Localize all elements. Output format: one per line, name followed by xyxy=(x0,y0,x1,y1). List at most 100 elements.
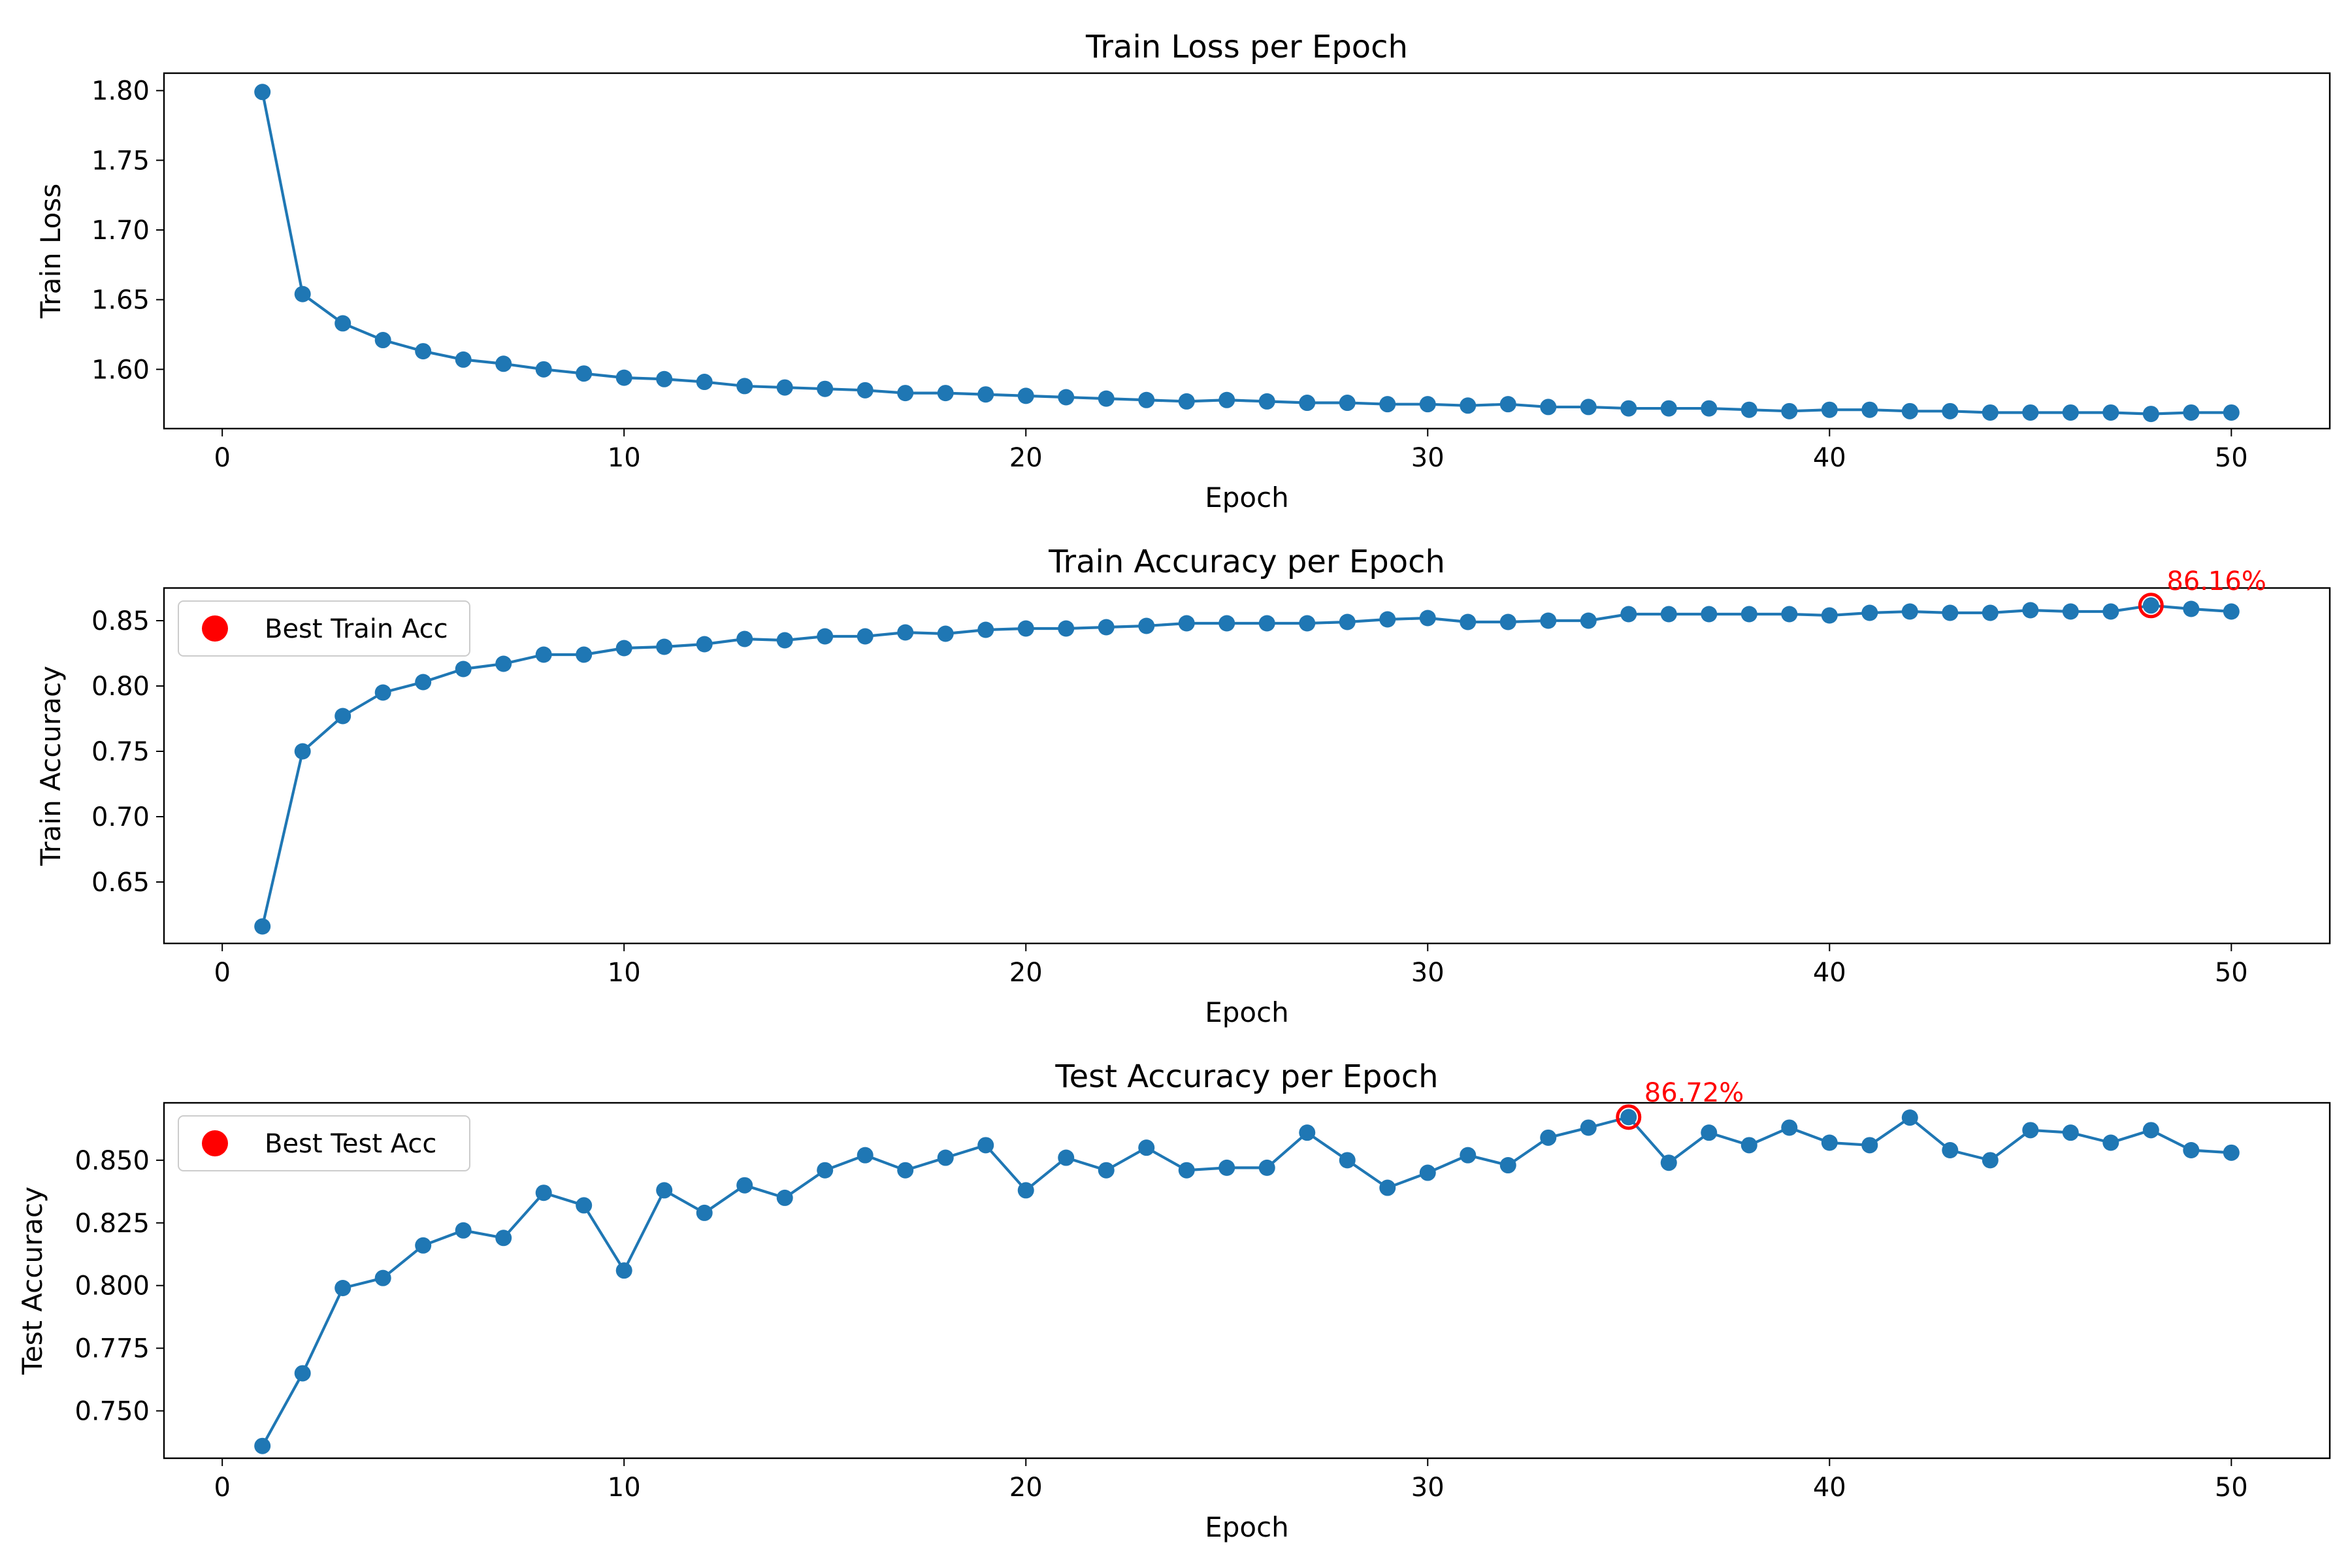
best-point-marker xyxy=(2138,593,2164,619)
data-point xyxy=(1058,1149,1075,1166)
data-point xyxy=(776,1189,793,1206)
data-point xyxy=(1258,1159,1275,1176)
y-tick-label: 1.80 xyxy=(91,76,150,106)
data-point xyxy=(1660,400,1677,417)
data-point xyxy=(817,1162,834,1179)
data-point xyxy=(1701,606,1718,623)
data-point xyxy=(535,646,552,663)
data-point xyxy=(2183,600,2200,617)
data-point xyxy=(977,1137,994,1154)
data-point xyxy=(374,1269,391,1286)
data-point xyxy=(2223,404,2240,421)
data-point xyxy=(1942,402,1959,419)
legend-marker xyxy=(202,615,228,642)
data-point xyxy=(2062,603,2079,620)
data-point xyxy=(1540,1129,1557,1146)
x-tick-label: 0 xyxy=(214,958,230,988)
data-point xyxy=(1419,1164,1436,1181)
x-tick-label: 0 xyxy=(214,443,230,473)
data-point xyxy=(1339,1152,1356,1169)
data-point xyxy=(1460,1147,1477,1164)
data-point xyxy=(1580,1119,1597,1136)
data-point xyxy=(817,380,834,397)
data-point xyxy=(817,628,834,645)
data-point xyxy=(696,1204,713,1221)
data-point xyxy=(1017,620,1034,637)
data-point xyxy=(576,646,593,663)
data-point xyxy=(415,674,432,691)
data-point xyxy=(696,636,713,653)
data-point xyxy=(415,343,432,360)
legend-label: Best Train Acc xyxy=(265,614,448,644)
y-tick-label: 1.60 xyxy=(91,355,150,385)
data-point xyxy=(1098,1162,1115,1179)
data-point xyxy=(1580,399,1597,416)
plot-frame xyxy=(163,587,2331,945)
data-point xyxy=(1098,390,1115,407)
data-point xyxy=(2223,603,2240,620)
data-point xyxy=(374,332,391,349)
data-point xyxy=(1660,606,1677,623)
best-value-annotation: 86.72% xyxy=(1644,1078,1744,1108)
data-point xyxy=(1419,610,1436,627)
x-tick-label: 20 xyxy=(1009,1473,1043,1503)
x-tick-label: 30 xyxy=(1411,958,1445,988)
data-point xyxy=(2102,603,2119,620)
x-tick-label: 30 xyxy=(1411,443,1445,473)
data-point xyxy=(1138,391,1155,408)
data-point xyxy=(1781,1119,1798,1136)
data-point xyxy=(1540,612,1557,629)
y-tick-label: 0.85 xyxy=(91,606,150,636)
data-point xyxy=(294,1365,311,1382)
data-point xyxy=(1460,397,1477,414)
legend-marker xyxy=(202,1130,228,1156)
data-point xyxy=(335,1280,351,1297)
data-point xyxy=(776,632,793,649)
data-point xyxy=(937,625,954,642)
data-point xyxy=(1901,603,1918,620)
y-tick-label: 0.825 xyxy=(74,1209,150,1239)
legend-label: Best Test Acc xyxy=(265,1129,436,1159)
data-point xyxy=(656,370,673,387)
data-point xyxy=(2142,597,2159,614)
data-point xyxy=(2223,1144,2240,1161)
data-point xyxy=(2022,1122,2039,1139)
data-point xyxy=(1058,620,1075,637)
legend-box xyxy=(178,600,470,657)
data-point xyxy=(977,621,994,638)
y-tick-label: 0.75 xyxy=(91,737,150,767)
data-point xyxy=(1540,399,1557,416)
data-point xyxy=(656,1182,673,1199)
data-point xyxy=(1660,1154,1677,1171)
data-point xyxy=(1861,604,1878,621)
best-value-annotation: 86.16% xyxy=(2166,566,2266,596)
data-point xyxy=(1701,400,1718,417)
y-axis-label: Train Loss xyxy=(35,184,67,319)
data-point xyxy=(1379,396,1396,413)
data-point xyxy=(1942,604,1959,621)
data-point xyxy=(897,1162,914,1179)
data-point xyxy=(254,918,271,935)
data-point xyxy=(576,365,593,382)
data-point xyxy=(1218,615,1235,632)
data-point xyxy=(1740,401,1757,418)
data-point xyxy=(656,638,673,655)
chart-panel-3: Test Accuracy per Epoch 0 10 20 30 40 50 Epoch 0… xyxy=(16,1058,2331,1543)
x-tick-label: 30 xyxy=(1411,1473,1445,1503)
y-tick-label: 0.80 xyxy=(91,672,150,702)
data-point xyxy=(294,743,311,760)
data-point xyxy=(1781,606,1798,623)
data-point xyxy=(736,630,753,647)
y-axis-label: Test Accuracy xyxy=(16,1186,48,1375)
data-point xyxy=(1098,619,1115,636)
data-point xyxy=(1178,1162,1195,1179)
data-point xyxy=(2062,404,2079,421)
data-point xyxy=(1821,1134,1838,1151)
data-point xyxy=(1017,1182,1034,1199)
data-point xyxy=(1740,1137,1757,1154)
data-point xyxy=(1178,615,1195,632)
data-point xyxy=(535,1184,552,1201)
data-point xyxy=(857,382,874,399)
chart-panel-1: Train Loss per Epoch 0 10 20 30 40 50 Epoch 1.60… xyxy=(35,29,2331,514)
